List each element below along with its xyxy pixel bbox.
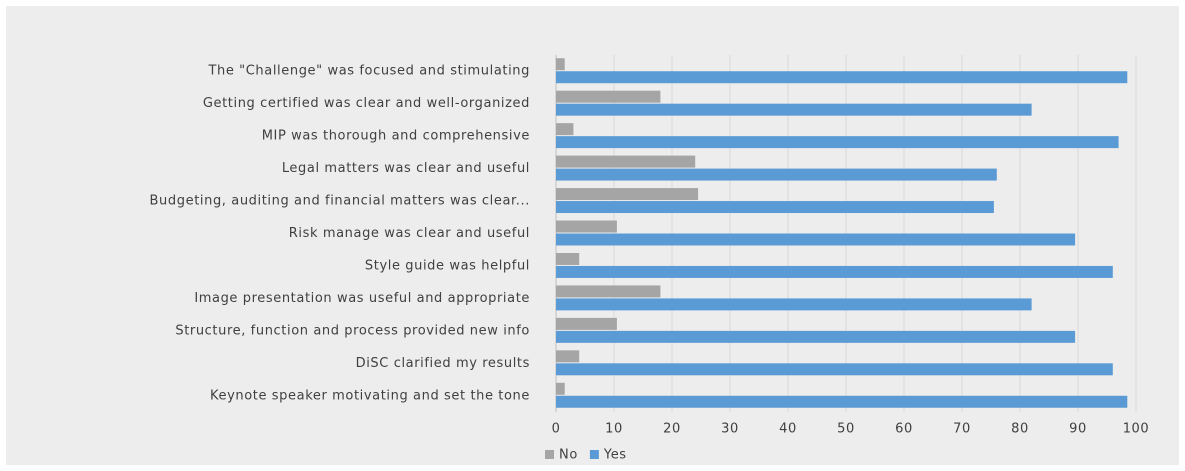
y-tick-label: Structure, function and process provided… [175,323,530,338]
x-tick-label: 20 [663,422,681,437]
bar [556,363,1113,376]
x-tick-label: 10 [605,422,623,437]
bar [556,298,1032,311]
x-tick-label: 80 [1011,422,1029,437]
bar [556,58,565,71]
y-tick-label: Risk manage was clear and useful [289,226,530,241]
bar [556,382,565,395]
legend-swatch [589,450,599,459]
y-tick-label: The "Challenge" was focused and stimulat… [207,64,530,79]
x-tick-label: 90 [1069,422,1087,437]
bar [556,233,1076,246]
x-tick-label: 0 [552,422,561,437]
x-tick-label: 40 [779,422,797,437]
bar [556,220,617,233]
legend-label: Yes [603,448,627,463]
y-tick-label: Legal matters was clear and useful [282,161,530,176]
bar [556,395,1128,408]
bar [556,168,997,181]
bar [556,90,661,103]
x-tick-label: 60 [895,422,913,437]
bar [556,71,1128,84]
bar [556,350,580,363]
x-tick-label: 100 [1123,422,1150,437]
bar [556,103,1032,116]
y-tick-label: Style guide was helpful [365,258,530,273]
bar [556,136,1119,149]
bar [556,265,1113,278]
bar [556,252,580,265]
legend-label: No [559,448,578,463]
y-tick-label: Getting certified was clear and well-org… [203,96,530,111]
y-tick-label: Keynote speaker motivating and set the t… [210,388,530,403]
bar [556,330,1076,343]
y-tick-label: DiSC clarified my results [356,356,530,371]
bar [556,155,696,168]
x-tick-label: 30 [721,422,739,437]
x-tick-label: 70 [953,422,971,437]
y-tick-label: Budgeting, auditing and financial matter… [150,194,530,209]
y-tick-label: MIP was thorough and comprehensive [262,129,530,144]
bar [556,188,699,201]
bar [556,123,574,136]
bar [556,317,617,330]
y-tick-label: Image presentation was useful and approp… [194,291,530,306]
bar [556,285,661,298]
bar [556,201,994,214]
x-tick-label: 50 [837,422,855,437]
legend-swatch [545,450,554,459]
